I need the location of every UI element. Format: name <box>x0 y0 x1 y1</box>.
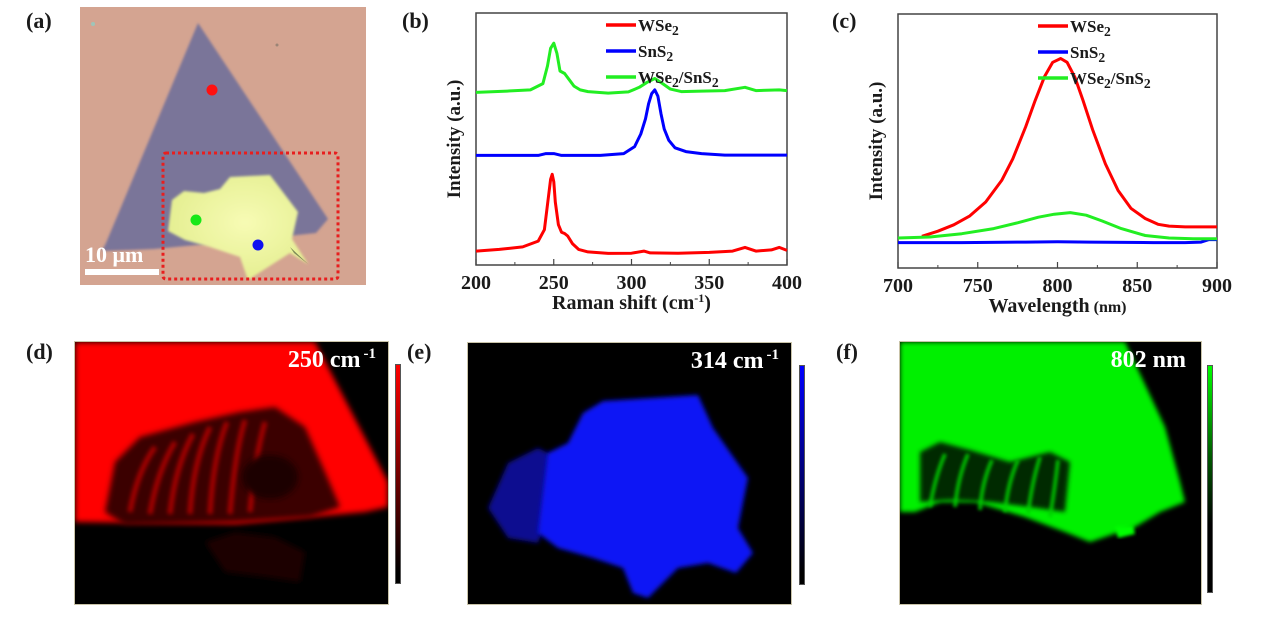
roi-dotted-rectangle <box>161 151 340 281</box>
raman-map-314: 314 cm -1 <box>467 342 792 605</box>
legend-label: WSe2/SnS2 <box>638 68 719 90</box>
y-axis-label: Intensity (a.u.) <box>444 80 465 199</box>
series-line <box>898 238 1217 245</box>
panel-e-label: (e) <box>407 339 432 364</box>
x-tick-label: 850 <box>1122 275 1152 297</box>
series-wse2-sns2 <box>475 41 788 95</box>
debris-spot <box>275 43 279 47</box>
map-title-value: 314 cm <box>690 348 764 374</box>
panel-d-label: (d) <box>26 339 53 364</box>
x-tick-label: 800 <box>1043 275 1073 297</box>
series-wse2-sns2 <box>897 211 1218 241</box>
panel-b-label: (b) <box>402 8 429 33</box>
x-tick-label: 300 <box>617 272 647 294</box>
series-line <box>897 211 1217 241</box>
series-line <box>475 41 788 95</box>
pl-spectra-chart: 700 750 800 850 900 Wavelength (nm) Intensity … <box>866 13 1232 317</box>
pl-map-802: 802 nm <box>899 341 1202 605</box>
x-tick-label: 700 <box>883 275 913 297</box>
legend-item: SnS2 <box>1038 43 1105 65</box>
series-wse2 <box>475 172 788 255</box>
legend-item: WSe2 <box>606 16 679 38</box>
legend-label: WSe2 <box>1070 17 1111 39</box>
legend-item: WSe2/SnS2 <box>606 68 719 90</box>
x-tick-label: 900 <box>1202 275 1232 297</box>
legend: WSe2 SnS2 WSe2/SnS2 <box>606 16 719 90</box>
sns2-intensity-region <box>538 395 753 598</box>
bright-edge-spot <box>1115 525 1135 538</box>
colorbar-blue <box>799 365 805 585</box>
legend-label: SnS2 <box>1070 43 1105 65</box>
series-sns2 <box>897 238 1218 245</box>
map-title-value: 802 nm <box>1110 347 1186 373</box>
legend: WSe2 SnS2 WSe2/SnS2 <box>1038 17 1151 91</box>
raman-spectra-chart: 200 250 300 350 400 Raman shift (cm-1) Intensi… <box>444 12 802 314</box>
colorbar-red <box>395 364 401 584</box>
map-title-e: 314 cm -1 <box>691 347 779 375</box>
marker-heterostructure <box>190 214 202 226</box>
flake-shadow <box>290 247 308 264</box>
legend-item: WSe2 <box>1038 17 1111 39</box>
map-title-sup: -1 <box>363 346 377 362</box>
scale-bar-label: 10 μm <box>85 242 143 267</box>
series-line <box>475 172 788 255</box>
legend-item: SnS2 <box>606 42 673 64</box>
sns2-flake <box>168 175 308 280</box>
interference-stripes <box>127 419 268 515</box>
marker-wse2 <box>206 84 218 96</box>
x-tick-label: 350 <box>694 272 724 294</box>
x-tick-label: 250 <box>539 272 569 294</box>
series-line <box>476 88 787 157</box>
x-tick-label: 750 <box>963 275 993 297</box>
map-title-value: 250 cm <box>287 347 361 373</box>
x-tick-label: 400 <box>772 272 802 294</box>
x-axis-label: Raman shift (cm-1) <box>552 291 711 314</box>
optical-micrograph: 10 μm <box>80 7 366 285</box>
x-tick-label: 200 <box>461 272 491 294</box>
y-axis-label: Intensity (a.u.) <box>866 82 887 201</box>
legend-label: SnS2 <box>638 42 673 64</box>
legend-label: WSe2/SnS2 <box>1070 69 1151 91</box>
series-line <box>921 57 1217 238</box>
panel-c-label: (c) <box>832 8 857 33</box>
colorbar-green <box>1207 365 1213 593</box>
legend-item: WSe2/SnS2 <box>1038 69 1151 91</box>
marker-sns2 <box>252 239 264 251</box>
map-title-sup: -1 <box>766 347 780 363</box>
debris-spot <box>91 22 95 26</box>
dark-spot <box>242 455 298 499</box>
legend-label: WSe2 <box>638 16 679 38</box>
scale-bar <box>85 269 159 275</box>
x-axis-label: Wavelength (nm) <box>988 295 1126 317</box>
map-title-d: 250 cm -1 <box>288 346 376 374</box>
faint-residual <box>205 532 305 582</box>
map-title-f: 802 nm <box>1111 346 1189 374</box>
pl-stripes <box>928 453 1060 518</box>
series-sns2 <box>475 88 788 157</box>
panel-f-label: (f) <box>836 339 858 364</box>
raman-map-250: 250 cm -1 <box>74 341 389 605</box>
series-wse2 <box>921 57 1218 238</box>
panel-a-label: (a) <box>26 8 52 33</box>
